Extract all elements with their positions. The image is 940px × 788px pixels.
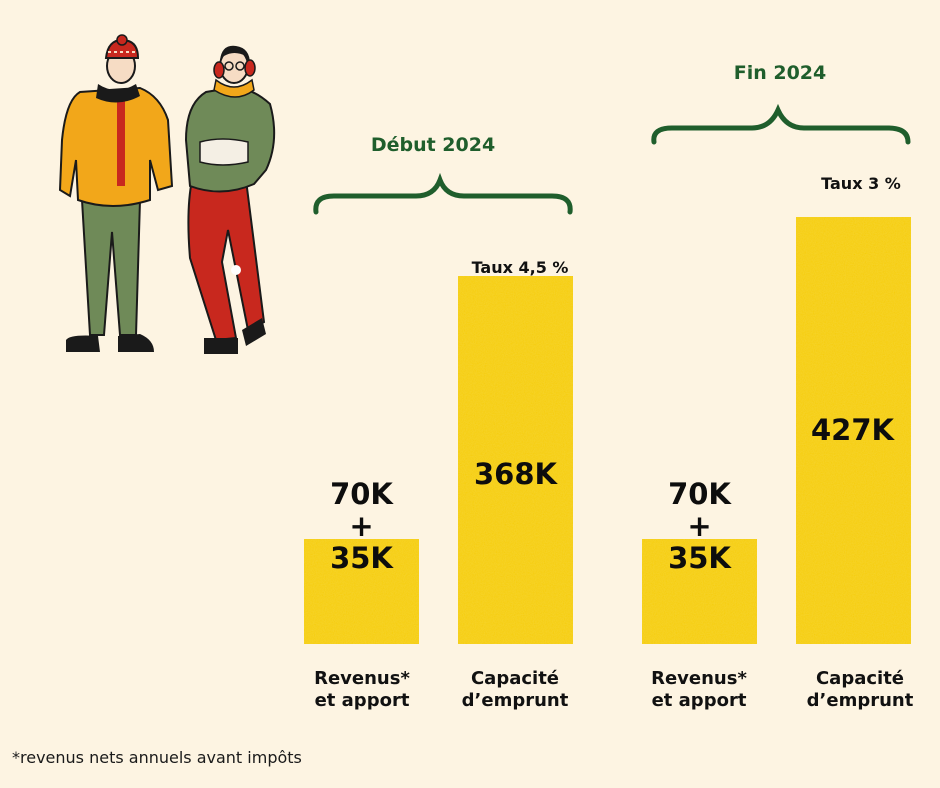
bar-0-1 xyxy=(458,276,573,644)
bar-value-label: 70K + 35K xyxy=(668,477,731,575)
group-title-fin-2024: Fin 2024 xyxy=(733,62,827,84)
bar-value-label: 427K xyxy=(810,413,894,447)
category-label-line: Capacité xyxy=(470,668,560,689)
bar-1-1 xyxy=(796,217,911,644)
person-green-sweater-icon xyxy=(184,45,276,354)
category-label: Capacité d’emprunt xyxy=(775,668,940,712)
bar-value-label: 70K + 35K xyxy=(330,477,393,575)
footnote: *revenus nets annuels avant impôts xyxy=(12,748,302,767)
bar-value-label: 368K xyxy=(473,457,557,491)
category-label-line: et apport xyxy=(651,690,747,711)
bar-1-0 xyxy=(642,539,757,644)
category-label: Capacité d’emprunt xyxy=(430,668,600,712)
brace-fin-2024-icon xyxy=(651,103,911,145)
category-label: Revenus* et apport xyxy=(614,668,784,712)
group-title-debut-2024: Début 2024 xyxy=(370,134,496,156)
category-label: Revenus* et apport xyxy=(277,668,447,712)
brace-debut-2024-icon xyxy=(313,172,573,215)
bar-0-0 xyxy=(304,539,419,644)
people-illustration xyxy=(58,34,276,354)
category-label-line: Capacité xyxy=(815,668,905,689)
rate-label-fin-2024: Taux 3 % xyxy=(821,174,901,193)
category-label-line: Revenus* xyxy=(651,668,747,689)
rate-label-debut-2024: Taux 4,5 % xyxy=(471,258,569,277)
category-label-line: d’emprunt xyxy=(461,690,569,711)
category-label-line: Revenus* xyxy=(314,668,410,689)
category-label-line: d’emprunt xyxy=(806,690,914,711)
person-yellow-coat-icon xyxy=(58,34,174,352)
category-label-line: et apport xyxy=(314,690,410,711)
